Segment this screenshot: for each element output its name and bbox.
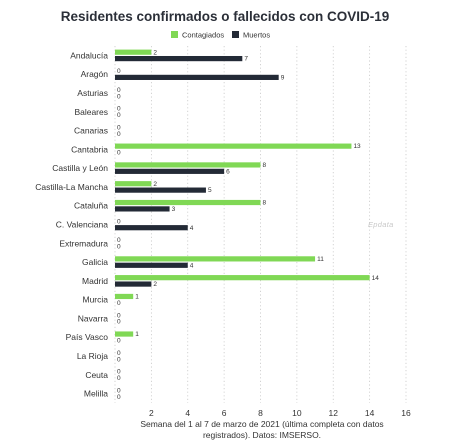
y-category-label: Andalucía [70,50,108,60]
data-label: 11 [317,256,324,263]
x-tick-label: 10 [292,408,302,418]
bar-muertos [115,281,152,287]
x-tick-label: 8 [258,408,263,418]
data-label: 13 [353,143,361,150]
y-category-label: Cantabria [71,144,108,154]
y-category-label: Aragón [81,69,109,79]
legend-label-muertos: Muertos [243,31,270,40]
y-category-label: Castilla-La Mancha [35,182,108,192]
data-label: 0 [117,369,121,376]
y-category-label: Castilla y León [52,163,108,173]
x-axis-title: Semana del 1 al 7 de marzo de 2021 (últi… [140,419,384,440]
y-category-label: Melilla [84,389,108,399]
bar-contagiados [115,143,352,149]
x-tick-label: 12 [329,408,339,418]
y-category-label: Murcia [82,295,108,305]
y-category-label: Galicia [82,257,108,267]
y-category-label: Canarias [74,126,108,136]
data-label: 0 [117,244,121,251]
data-label: 1 [135,294,139,301]
legend-swatch-contagiados [171,31,178,38]
data-label: 0 [117,112,121,119]
legend-label-contagiados: Contagiados [182,31,224,40]
legend-swatch-muertos [232,31,239,38]
x-tick-label: 16 [401,408,411,418]
data-label: 14 [372,275,380,282]
data-label: 0 [117,338,121,345]
data-label: 0 [117,237,121,244]
data-label: 2 [153,181,157,188]
data-label: 0 [117,68,121,75]
bar-muertos [115,55,243,62]
data-label: 0 [117,106,121,113]
bar-contagiados [115,256,316,262]
y-category-label: C. Valenciana [56,220,109,230]
data-label: 1 [135,331,139,338]
bar-muertos [115,262,188,268]
y-category-label: País Vasco [66,332,109,342]
bar-muertos [115,206,170,212]
data-label: 0 [117,356,121,363]
data-label: 0 [117,150,121,157]
bar-contagiados [115,49,152,55]
y-category-label: Madrid [82,276,108,286]
chart-title: Residentes confirmados o fallecidos con … [60,9,390,24]
data-label: 8 [263,162,267,169]
data-label: 0 [117,124,121,131]
y-category-label: Cataluña [74,201,108,211]
bar-muertos [115,74,279,80]
watermark-logo: Epdata [368,220,394,229]
y-category-label: Extremadura [59,238,108,248]
bar-contagiados [115,181,152,187]
y-category-label: Asturias [77,88,108,98]
bar-contagiados [115,275,370,281]
data-label: 0 [117,300,121,307]
data-label: 0 [117,394,121,401]
bar-muertos [115,187,206,193]
data-label: 0 [117,218,121,225]
y-category-label: Navarra [78,313,109,323]
bar-contagiados [115,293,134,300]
data-label: 0 [117,388,121,395]
data-label: 5 [208,187,212,194]
y-category-label: Ceuta [85,370,108,380]
data-label: 2 [153,49,157,56]
data-label: 6 [226,168,230,175]
x-tick-label: 14 [365,408,375,418]
y-category-label: La Rioja [77,351,108,361]
data-label: 7 [244,56,248,63]
data-label: 3 [172,206,176,213]
data-label: 2 [153,281,157,288]
x-tick-label: 2 [149,408,154,418]
data-label: 0 [117,93,121,100]
data-label: 0 [117,131,121,138]
data-label: 0 [117,350,121,357]
data-label: 4 [190,262,194,269]
data-label: 0 [117,312,121,319]
y-category-label: Baleares [74,107,108,117]
bar-muertos [115,168,225,174]
x-tick-label: 6 [222,408,227,418]
bar-contagiados [115,199,261,206]
data-label: 0 [117,319,121,326]
bar-muertos [115,225,188,231]
x-tick-label: 4 [185,408,190,418]
bar-contagiados [115,162,261,168]
data-label: 0 [117,87,121,94]
data-label: 9 [281,74,285,81]
data-label: 8 [263,200,267,207]
data-label: 0 [117,375,121,382]
data-label: 4 [190,225,194,232]
bar-contagiados [115,331,134,337]
